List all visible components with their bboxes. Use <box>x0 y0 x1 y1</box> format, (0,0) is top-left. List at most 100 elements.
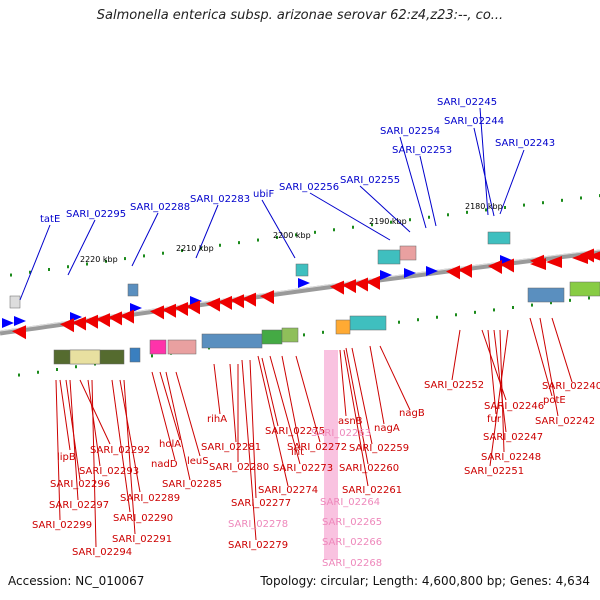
gene-label[interactable]: SARI_02290 <box>113 513 173 524</box>
tick-dot <box>48 267 50 271</box>
gene-label[interactable]: SARI_02273 <box>273 463 333 474</box>
gene-label[interactable]: SARI_02252 <box>424 380 484 391</box>
arrow-reverse <box>458 263 472 278</box>
tick-dot <box>512 305 514 309</box>
label-connector <box>369 345 385 425</box>
gene-label[interactable]: SARI_02240 <box>542 381 600 392</box>
arrow-reverse <box>530 258 546 270</box>
label-connector <box>529 317 553 397</box>
gene-label[interactable]: SARI_02259 <box>349 443 409 454</box>
gene-label[interactable]: SARI_02272 <box>287 442 347 453</box>
label-connector <box>175 371 201 457</box>
label-connector <box>295 355 321 443</box>
gene-label[interactable]: tatE <box>40 214 60 225</box>
scale-label: 2200 kbp <box>273 231 311 240</box>
label-connector <box>69 379 79 501</box>
gene-label[interactable]: holA <box>159 439 181 450</box>
gene-label[interactable]: SARI_02245 <box>437 97 497 108</box>
gene-label[interactable]: SARI_02247 <box>483 432 543 443</box>
tick-dot <box>276 235 278 239</box>
gene-label[interactable]: SARI_02261 <box>342 485 402 496</box>
gene-label[interactable]: nagA <box>374 423 400 434</box>
label-connector <box>123 379 136 535</box>
tick-dot <box>181 249 183 253</box>
tick-dot <box>75 365 77 369</box>
label-connector <box>111 379 131 513</box>
arrow-reverse <box>260 290 274 305</box>
gene-label[interactable]: SARI_02255 <box>340 175 400 186</box>
gene-label[interactable]: SARI_02281 <box>201 442 261 453</box>
gene-label[interactable]: SARI_02288 <box>130 202 190 213</box>
tick-dot <box>447 213 449 217</box>
gene-label[interactable]: SARI_02289 <box>120 493 180 504</box>
gene-label[interactable]: lipB <box>57 452 76 463</box>
gene-label[interactable]: SARI_02292 <box>90 445 150 456</box>
gene-label[interactable]: SARI_02285 <box>162 479 222 490</box>
gene-label[interactable]: SARI_02251 <box>464 466 524 477</box>
tick-dot <box>398 320 400 324</box>
tick-dot <box>580 196 582 200</box>
tick-dot <box>455 313 457 317</box>
label-connector <box>249 359 257 499</box>
label-connector <box>499 329 505 453</box>
gene-label[interactable]: SARI_02254 <box>380 126 440 137</box>
arrow-reverse <box>120 309 134 324</box>
tick-dot <box>37 370 39 374</box>
label-connector <box>119 379 141 493</box>
pseudogene-label[interactable]: SARI_02265 <box>322 517 382 528</box>
gene-label[interactable]: nagB <box>399 408 425 419</box>
label-connectors <box>19 107 573 548</box>
pseudogene-label[interactable]: SARI_02264 <box>320 497 380 508</box>
gene-label[interactable]: potE <box>543 395 566 406</box>
gene-label[interactable]: nadD <box>151 459 178 470</box>
gene-label[interactable]: SARI_02297 <box>49 500 109 511</box>
gene-label[interactable]: SARI_02296 <box>50 479 110 490</box>
gene-label[interactable]: SARI_02246 <box>484 401 544 412</box>
gene-label[interactable]: SARI_02253 <box>392 145 452 156</box>
gene-label[interactable]: SARI_02274 <box>258 485 318 496</box>
gene-block <box>569 281 600 297</box>
pseudogene-label[interactable]: SARI_02268 <box>322 558 382 569</box>
gene-label[interactable]: SARI_02295 <box>66 209 126 220</box>
tick-dot <box>322 330 324 334</box>
gene-label[interactable]: SARI_02260 <box>339 463 399 474</box>
gene-label[interactable]: SARI_02293 <box>79 466 139 477</box>
pseudogene-label[interactable]: SARI_02278 <box>228 519 288 530</box>
map-title: Salmonella enterica subsp. arizonae sero… <box>96 8 504 23</box>
gene-label[interactable]: SARI_02280 <box>209 462 269 473</box>
tick-dot <box>531 303 533 307</box>
pseudogene-label[interactable]: SARI_02263 <box>311 428 371 439</box>
label-connector <box>19 224 51 301</box>
gene-label[interactable]: SARI_02277 <box>231 498 291 509</box>
gene-block <box>201 333 263 349</box>
gene-label[interactable]: asnB <box>338 416 363 427</box>
tick-dot <box>314 230 316 234</box>
pseudo-region-band <box>324 350 338 560</box>
gene-label[interactable]: SARI_02283 <box>190 194 250 205</box>
gene-label[interactable]: ubiF <box>253 189 274 200</box>
gene-label[interactable]: leuS <box>187 456 209 467</box>
gene-label[interactable]: SARI_02242 <box>535 416 595 427</box>
label-connector <box>479 107 489 216</box>
tick-dot <box>124 257 126 261</box>
gene-label[interactable]: SARI_02243 <box>495 138 555 149</box>
gene-label[interactable]: SARI_02244 <box>444 116 504 127</box>
tick-dot <box>409 218 411 222</box>
pseudogene-label[interactable]: SARI_02266 <box>322 537 382 548</box>
gene-label[interactable]: SARI_02275 <box>265 426 325 437</box>
gene-label[interactable]: int <box>291 447 304 458</box>
gene-label[interactable]: SARI_02291 <box>112 534 172 545</box>
gene-label[interactable]: SARI_02299 <box>32 520 92 531</box>
gene-label[interactable]: SARI_02294 <box>72 547 132 558</box>
gene-label[interactable]: rihA <box>207 414 227 425</box>
gene-label[interactable]: SARI_02248 <box>481 452 541 463</box>
arrow-forward <box>426 266 438 276</box>
tick-dot <box>18 373 20 377</box>
label-connector <box>87 379 101 467</box>
gene-label[interactable]: SARI_02256 <box>279 182 339 193</box>
label-connector <box>91 379 97 548</box>
gene-label[interactable]: fur <box>487 414 502 425</box>
label-connector <box>261 199 296 259</box>
gene-label[interactable]: SARI_02279 <box>228 540 288 551</box>
arrow-reverse <box>242 292 256 307</box>
